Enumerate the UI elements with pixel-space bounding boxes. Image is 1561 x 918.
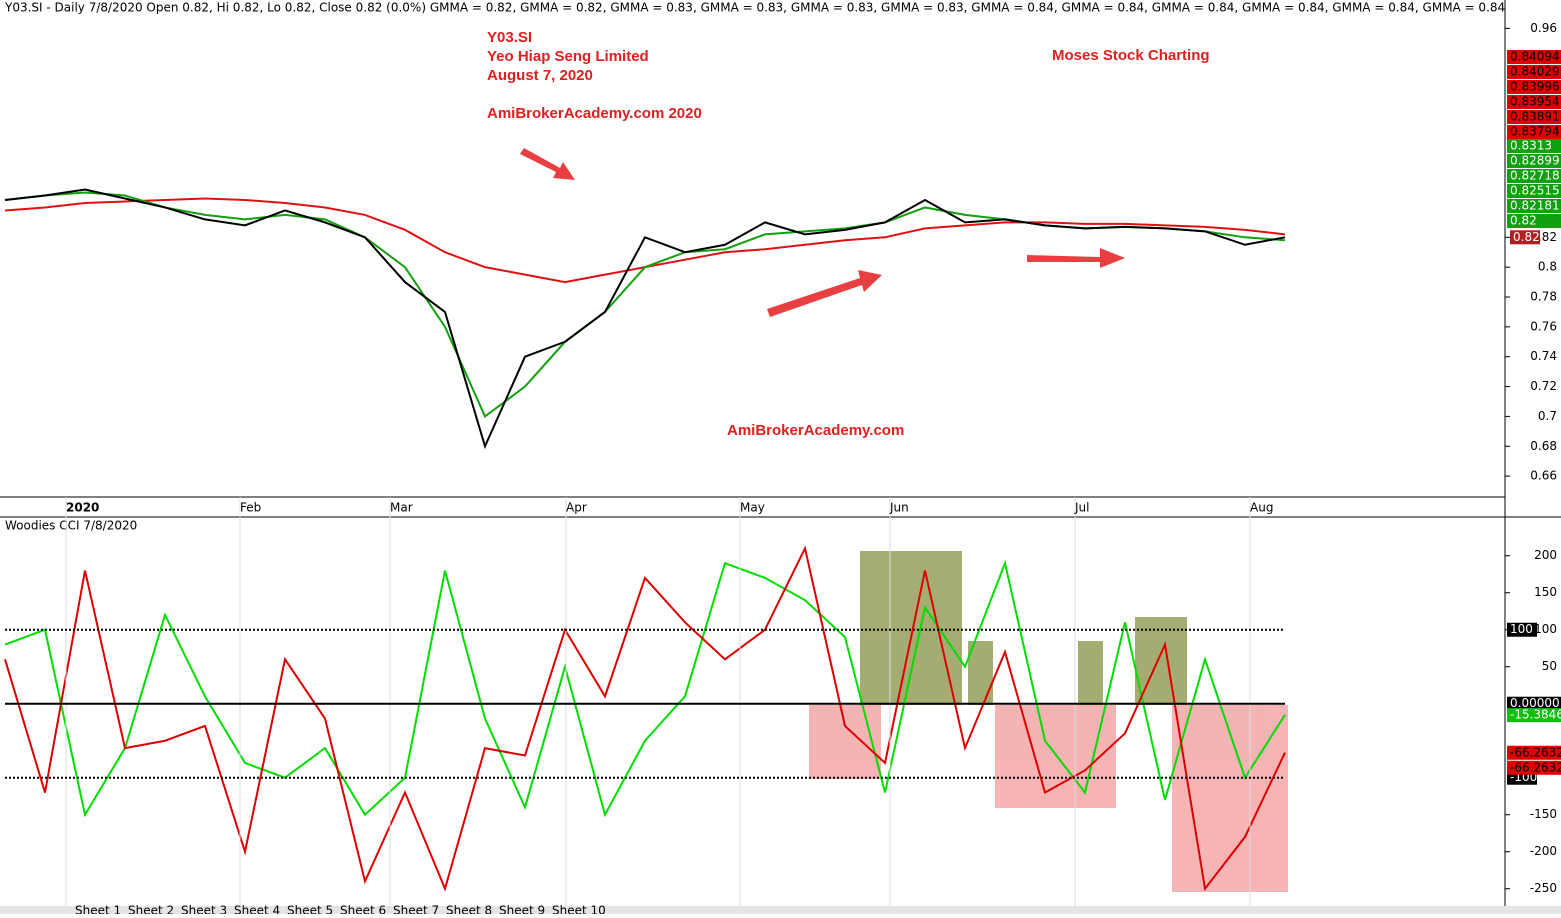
x-tick-label: Aug (1250, 501, 1273, 515)
value-box (1507, 199, 1561, 213)
sheet-tab[interactable]: Sheet 6 (340, 904, 386, 918)
value-label: 0.82899 (1510, 154, 1560, 168)
value-box (1507, 50, 1561, 64)
value-label: 0.83954 (1510, 95, 1560, 109)
value-label: 0.83794 (1510, 125, 1560, 139)
x-tick-label: Mar (390, 501, 413, 515)
y-tick-label: 200 (1534, 548, 1557, 562)
tab-bar (0, 906, 1561, 914)
sheet-tab[interactable]: Sheet 9 (499, 904, 545, 918)
annotation: August 7, 2020 (487, 67, 593, 84)
value-box (1507, 80, 1561, 94)
value-label: 0.83996 (1510, 80, 1560, 94)
value-box (1507, 696, 1561, 711)
arrows (520, 148, 1125, 317)
annotation: Moses Stock Charting (1052, 47, 1210, 64)
y-tick-label: 0.78 (1530, 290, 1557, 304)
y-tick-label: 100 (1534, 622, 1557, 636)
annotation: AmiBrokerAcademy.com (727, 422, 904, 439)
value-box (1507, 760, 1561, 775)
y-tick-label: 0.72 (1530, 379, 1557, 393)
value-box (1507, 622, 1537, 637)
y-tick-label: 0.68 (1530, 439, 1557, 453)
annotation: Y03.SI (487, 29, 532, 46)
value-label: 0.82 (1510, 214, 1537, 228)
y-tick-label: 50 (1542, 659, 1557, 673)
panel-title: Woodies CCI 7/8/2020 (5, 519, 137, 533)
arrow (520, 148, 575, 180)
x-tick-label: Apr (566, 501, 587, 515)
value-box (1507, 169, 1561, 183)
x-tick-label: May (740, 501, 765, 515)
sheet-tab[interactable]: Sheet 4 (234, 904, 280, 918)
y-tick-label: -150 (1530, 807, 1557, 821)
value-box (1510, 230, 1540, 245)
value-box (1507, 125, 1561, 139)
annotation: AmiBrokerAcademy.com 2020 (487, 105, 702, 122)
title-line: Y03.SI - Daily 7/8/2020 Open 0.82, Hi 0.… (4, 1, 1505, 15)
value-box (1507, 95, 1561, 109)
y-tick-label: -200 (1530, 844, 1557, 858)
y-tick-label: 0.96 (1530, 21, 1557, 35)
arrow (1027, 248, 1125, 268)
y-tick-label: 0.76 (1530, 319, 1557, 333)
box (860, 551, 962, 705)
value-label: 0.83891 (1510, 110, 1560, 124)
x-tick-label: Jun (889, 501, 909, 515)
box (1078, 641, 1103, 705)
value-label: 0.82181 (1510, 199, 1560, 213)
value-label: 100 (1510, 622, 1533, 636)
y-tick-label: 0.8 (1538, 260, 1557, 274)
value-label: -66.2632 (1510, 745, 1561, 759)
y-tick-label: 150 (1534, 585, 1557, 599)
sheet-tab[interactable]: Sheet 10 (552, 904, 606, 918)
value-box (1507, 745, 1561, 760)
value-label: 0.82515 (1510, 184, 1560, 198)
series-line (4, 559, 1286, 818)
sheet-tab[interactable]: Sheet 3 (181, 904, 227, 918)
arrow (767, 270, 882, 317)
sheet-tab[interactable]: Sheet 2 (128, 904, 174, 918)
x-tick-label: Feb (240, 501, 261, 515)
sheet-tab[interactable]: Sheet 8 (446, 904, 492, 918)
value-label: -66.2632 (1510, 760, 1561, 774)
box (809, 705, 881, 779)
value-label: 0.82 (1513, 230, 1540, 244)
value-label: 0.00000 (1510, 696, 1560, 710)
series-line (4, 188, 1286, 450)
value-label: 0.82718 (1510, 169, 1560, 183)
value-label: 0.84094 (1510, 50, 1560, 64)
sheet-tab[interactable]: Sheet 1 (75, 904, 121, 918)
box (968, 641, 993, 705)
value-box (1507, 184, 1561, 198)
y-tick-label: 0.74 (1530, 349, 1557, 363)
value-box (1507, 65, 1561, 79)
value-label: 0.8313 (1510, 139, 1552, 153)
y-tick-label: 0.66 (1530, 469, 1557, 483)
sheet-tab[interactable]: Sheet 7 (393, 904, 439, 918)
series-line (4, 545, 1286, 892)
value-label: 0.84029 (1510, 65, 1560, 79)
value-box (1507, 214, 1561, 228)
value-label: -15.3846 (1510, 708, 1561, 722)
value-box (1507, 708, 1561, 723)
value-box (1507, 154, 1561, 168)
y-tick-label: 0.7 (1538, 409, 1557, 423)
value-box (1507, 110, 1561, 124)
value-box (1507, 139, 1561, 153)
y-tick-label: -250 (1530, 881, 1557, 895)
annotation: Yeo Hiap Seng Limited (487, 48, 649, 65)
x-tick-label: 2020 (66, 501, 99, 515)
x-tick-label: Jul (1074, 501, 1089, 515)
highlight-boxes (809, 551, 1288, 892)
box (995, 705, 1116, 808)
sheet-tab[interactable]: Sheet 5 (287, 904, 333, 918)
